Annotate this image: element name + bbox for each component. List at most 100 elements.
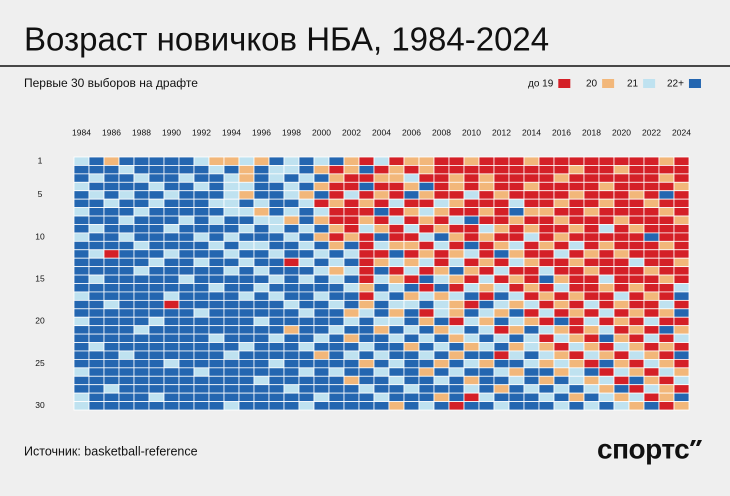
cell: [673, 333, 690, 343]
cell: [103, 342, 120, 352]
cell: [463, 358, 480, 369]
cell: [148, 375, 165, 386]
cell: [613, 207, 630, 217]
cell: [493, 342, 510, 352]
cell: [298, 173, 315, 183]
cell: [238, 215, 255, 225]
cell: [658, 291, 675, 301]
cell: [208, 401, 225, 411]
cell: [178, 316, 195, 327]
cell: [658, 316, 675, 327]
x-tick-label: 2024: [672, 127, 691, 137]
cell: [313, 350, 330, 360]
cell: [223, 165, 240, 175]
cell: [493, 240, 510, 251]
cell: [223, 367, 240, 377]
x-tick-label: 1990: [162, 127, 181, 137]
cell: [253, 333, 270, 343]
cell: [493, 232, 510, 242]
cell: [433, 232, 450, 242]
cell: [583, 384, 600, 394]
cell: [328, 190, 345, 200]
cell: [448, 392, 465, 402]
cell: [268, 215, 285, 225]
cell: [643, 257, 660, 268]
cell: [133, 367, 150, 377]
cell: [673, 207, 690, 217]
cell: [628, 173, 645, 183]
cell: [523, 215, 540, 225]
cell: [223, 401, 240, 411]
cell: [418, 207, 435, 217]
cell: [313, 308, 330, 318]
cell: [268, 207, 285, 217]
cell: [223, 375, 240, 386]
cell: [88, 342, 105, 352]
cell: [463, 165, 480, 175]
cell: [118, 291, 135, 301]
cell: [583, 325, 600, 335]
cell: [523, 333, 540, 343]
cell: [493, 350, 510, 360]
cell: [478, 384, 495, 394]
cell: [373, 266, 390, 276]
cell: [478, 316, 495, 327]
cell: [163, 181, 180, 192]
cell: [103, 257, 120, 268]
cell: [208, 274, 225, 284]
cell: [598, 308, 615, 318]
cell: [508, 215, 525, 225]
cell: [538, 283, 555, 293]
cell: [103, 392, 120, 402]
cell: [538, 165, 555, 175]
cell: [148, 232, 165, 242]
cell: [343, 190, 360, 200]
cell: [613, 274, 630, 284]
cell: [238, 350, 255, 360]
cell: [193, 215, 210, 225]
cell: [298, 165, 315, 175]
cell: [208, 358, 225, 369]
cell: [613, 240, 630, 251]
cell: [433, 266, 450, 276]
cell: [283, 181, 300, 192]
cell: [313, 249, 330, 259]
logo-mark: [690, 440, 702, 446]
cell: [148, 215, 165, 225]
cell: [298, 367, 315, 377]
cell: [103, 215, 120, 225]
cell: [208, 257, 225, 268]
cell: [658, 358, 675, 369]
cell: [388, 367, 405, 377]
cell: [73, 215, 90, 225]
cell: [493, 198, 510, 209]
cell: [178, 215, 195, 225]
cell: [133, 375, 150, 386]
cell: [403, 274, 420, 284]
cell: [433, 333, 450, 343]
cell: [628, 165, 645, 175]
cell: [253, 257, 270, 268]
cell: [538, 392, 555, 402]
cell: [613, 308, 630, 318]
cell: [73, 274, 90, 284]
cell: [208, 392, 225, 402]
cell: [583, 190, 600, 200]
cell: [268, 181, 285, 192]
cell: [358, 367, 375, 377]
cell: [88, 392, 105, 402]
cell: [388, 299, 405, 310]
cell: [643, 224, 660, 234]
cell: [223, 299, 240, 310]
cell: [523, 350, 540, 360]
cell: [253, 367, 270, 377]
cell: [343, 375, 360, 386]
cell: [223, 215, 240, 225]
cell: [343, 257, 360, 268]
cell: [493, 249, 510, 259]
cell: [523, 283, 540, 293]
cell: [448, 215, 465, 225]
cell: [538, 173, 555, 183]
cell: [238, 308, 255, 318]
cell: [283, 333, 300, 343]
